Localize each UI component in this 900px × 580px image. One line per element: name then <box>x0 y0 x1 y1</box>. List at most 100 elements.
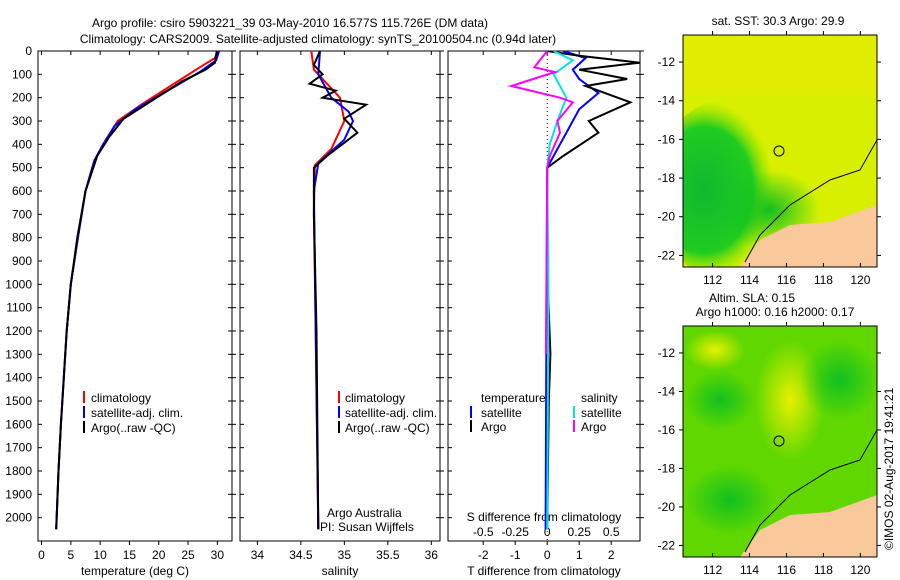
legend-s-argo: Argo <box>581 420 607 434</box>
lat-tick-label: -14 <box>658 384 676 398</box>
y-tick-label: 1300 <box>5 347 32 361</box>
legend-t-satellite: satellite <box>481 406 522 420</box>
float-position-marker <box>773 145 785 157</box>
lat-tick-label: -22 <box>658 538 676 552</box>
legend-temperature-title: temperature <box>481 391 546 405</box>
y-tick-label: 400 <box>12 137 32 151</box>
x-axis-label: salinity <box>322 564 359 578</box>
y-tick-label: 0 <box>25 44 32 58</box>
figure-title-line2: Climatology: CARS2009. Satellite-adjuste… <box>80 32 556 46</box>
lat-tick-label: -18 <box>658 171 676 185</box>
lat-tick-label: -16 <box>658 132 676 146</box>
lon-tick-label: 112 <box>703 563 722 577</box>
lon-tick-label: 120 <box>850 273 870 287</box>
x-tick-label: 34.5 <box>289 548 313 562</box>
lon-tick-label: 116 <box>777 563 796 577</box>
x-tick-label: 35.5 <box>376 548 400 562</box>
legend-satellite: satellite-adj. clim. <box>345 406 437 420</box>
legend-s-satellite: satellite <box>581 406 622 420</box>
series-group <box>507 51 640 530</box>
x-tick-label: 5 <box>67 548 74 562</box>
y-tick-label: 100 <box>12 67 32 81</box>
x-tick-label: 0 <box>544 548 551 562</box>
y-tick-label: 500 <box>12 161 32 175</box>
x-tick-label: 30 <box>211 548 225 562</box>
y-tick-label: 600 <box>12 184 32 198</box>
credit-line1: Argo Australia <box>327 506 402 520</box>
legend-satellite: satellite-adj. clim. <box>91 406 183 420</box>
series-line-argo-raw-qc- <box>55 51 218 530</box>
y-tick-label: 200 <box>12 91 32 105</box>
y-tick-label: 2000 <box>5 511 32 525</box>
lat-tick-label: -14 <box>658 94 676 108</box>
lat-tick-label: -12 <box>658 346 676 360</box>
legend-climatology: climatology <box>345 391 405 405</box>
x2-tick-label: 0 <box>544 525 551 539</box>
x-tick-label: 35 <box>338 548 352 562</box>
x2-tick-label: -0.5 <box>473 525 494 539</box>
lon-tick-label: 114 <box>740 563 759 577</box>
sla-map-subtitle: Argo h1000: 0.16 h2000: 0.17 <box>696 305 855 319</box>
x-tick-label: 34 <box>251 548 265 562</box>
lon-tick-label: 114 <box>740 273 759 287</box>
series-group <box>307 51 369 530</box>
lat-tick-label: -20 <box>658 500 676 514</box>
x-tick-label: 25 <box>181 548 195 562</box>
x-tick-label: -1 <box>510 548 521 562</box>
lat-tick-label: -12 <box>658 55 676 69</box>
lat-tick-label: -18 <box>658 461 676 475</box>
lat-tick-label: -16 <box>658 423 676 437</box>
x-axis-label: temperature (deg C) <box>81 564 189 578</box>
y-tick-label: 800 <box>12 231 32 245</box>
lon-tick-label: 118 <box>814 273 833 287</box>
x2-tick-label: 0.25 <box>568 525 592 539</box>
temperature-legend: climatology satellite-adj. clim. Argo(..… <box>83 391 183 435</box>
salinity-legend: climatology satellite-adj. clim. Argo(..… <box>320 391 437 534</box>
x2-axis-label: S difference from climatology <box>467 510 622 524</box>
plot-frame <box>447 50 641 542</box>
lon-tick-label: 116 <box>777 273 796 287</box>
x-tick-label: 2 <box>608 548 615 562</box>
x-tick-label: 1 <box>576 548 583 562</box>
y-tick-label: 1800 <box>5 464 32 478</box>
y-tick-label: 1100 <box>6 301 32 315</box>
x-tick-label: 15 <box>123 548 137 562</box>
x-tick-label: -2 <box>478 548 489 562</box>
legend-salinity-title: salinity <box>581 391 618 405</box>
y-tick-label: 1200 <box>5 324 32 338</box>
plot-frame <box>37 50 233 542</box>
x2-tick-label: -0.25 <box>502 525 530 539</box>
temperature-panel: 0 5 10 15 20 25 300100200300400500600700800900… <box>5 44 236 578</box>
figure-title-line1: Argo profile: csiro 5903221_39 03-May-20… <box>92 16 488 30</box>
legend-t-argo: Argo <box>481 420 507 434</box>
float-position-marker <box>773 435 785 447</box>
x-tick-label: 36 <box>425 548 439 562</box>
legend-argo: Argo(..raw -QC) <box>345 421 430 435</box>
credit-line2: PI: Susan Wijffels <box>320 520 414 534</box>
sla-map: Altim. SLA: 0.15 Argo h1000: 0.16 h2000:… <box>658 291 881 577</box>
lon-tick-label: 118 <box>814 563 833 577</box>
salinity-panel: 34 34.5 35 35.5 36 salinity <box>239 50 444 578</box>
y-tick-label: 1500 <box>5 394 32 408</box>
y-tick-label: 900 <box>12 254 32 268</box>
sla-map-title: Altim. SLA: 0.15 <box>709 291 795 305</box>
lon-tick-label: 112 <box>703 273 722 287</box>
series-line-argo-raw-qc- <box>307 51 369 530</box>
legend-climatology: climatology <box>91 391 151 405</box>
series-line-s-argo <box>507 51 575 355</box>
sst-map-title: sat. SST: 30.3 Argo: 29.9 <box>712 14 845 28</box>
y-tick-label: 1600 <box>5 417 32 431</box>
series-group <box>55 51 221 530</box>
x-tick-label: 20 <box>152 548 166 562</box>
y-tick-label: 1900 <box>5 487 32 501</box>
y-tick-label: 1400 <box>5 371 32 385</box>
y-tick-label: 1000 <box>5 277 32 291</box>
legend-argo: Argo(..raw -QC) <box>91 421 176 435</box>
lon-tick-label: 120 <box>850 563 870 577</box>
x-tick-label: 10 <box>93 548 107 562</box>
series-line-t-argo <box>546 51 640 530</box>
plot-frame <box>239 50 441 542</box>
sst-map: sat. SST: 30.3 Argo: 29.9 112 114 116 118 12… <box>658 14 881 287</box>
lat-tick-label: -22 <box>658 248 676 262</box>
